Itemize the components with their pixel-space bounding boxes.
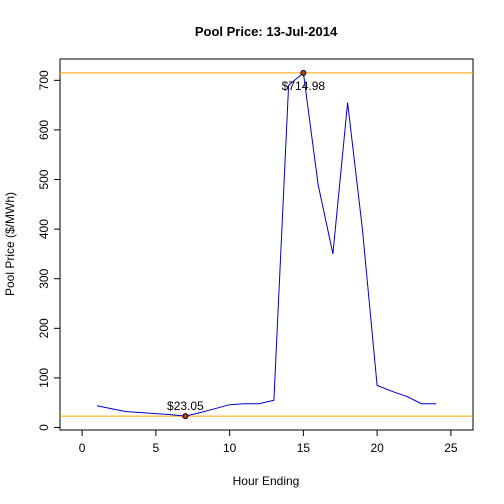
series-line (96, 71, 437, 417)
y-tick-label: 600 (37, 120, 51, 140)
x-tick-label: 15 (297, 441, 311, 455)
y-tick-label: 100 (37, 368, 51, 388)
x-tick-label: 25 (444, 441, 458, 455)
annotation-point (300, 69, 307, 76)
y-tick-label: 300 (37, 268, 51, 288)
x-tick-label: 20 (370, 441, 384, 455)
annotation-label: $23.05 (167, 399, 204, 413)
annotation-label: $714.98 (282, 79, 326, 93)
y-tick-label: 500 (37, 169, 51, 189)
annotation-point (182, 413, 189, 420)
plot-layer: 0 5 10 15 20 25 0 100 200 300 400 500 600 700 $714.98 $… (37, 58, 474, 455)
y-tick-label: 700 (37, 70, 51, 90)
x-axis-label: Hour Ending (233, 474, 300, 488)
y-axis-label: Pool Price ($/MWh) (3, 192, 17, 296)
x-tick-label: 5 (153, 441, 160, 455)
y-tick-label: 200 (37, 318, 51, 338)
y-tick-label: 0 (37, 424, 51, 431)
chart-title: Pool Price: 13-Jul-2014 (195, 24, 338, 39)
y-tick-label: 400 (37, 219, 51, 239)
x-tick-label: 10 (223, 441, 237, 455)
x-tick-label: 0 (79, 441, 86, 455)
plot-frame (59, 58, 474, 431)
